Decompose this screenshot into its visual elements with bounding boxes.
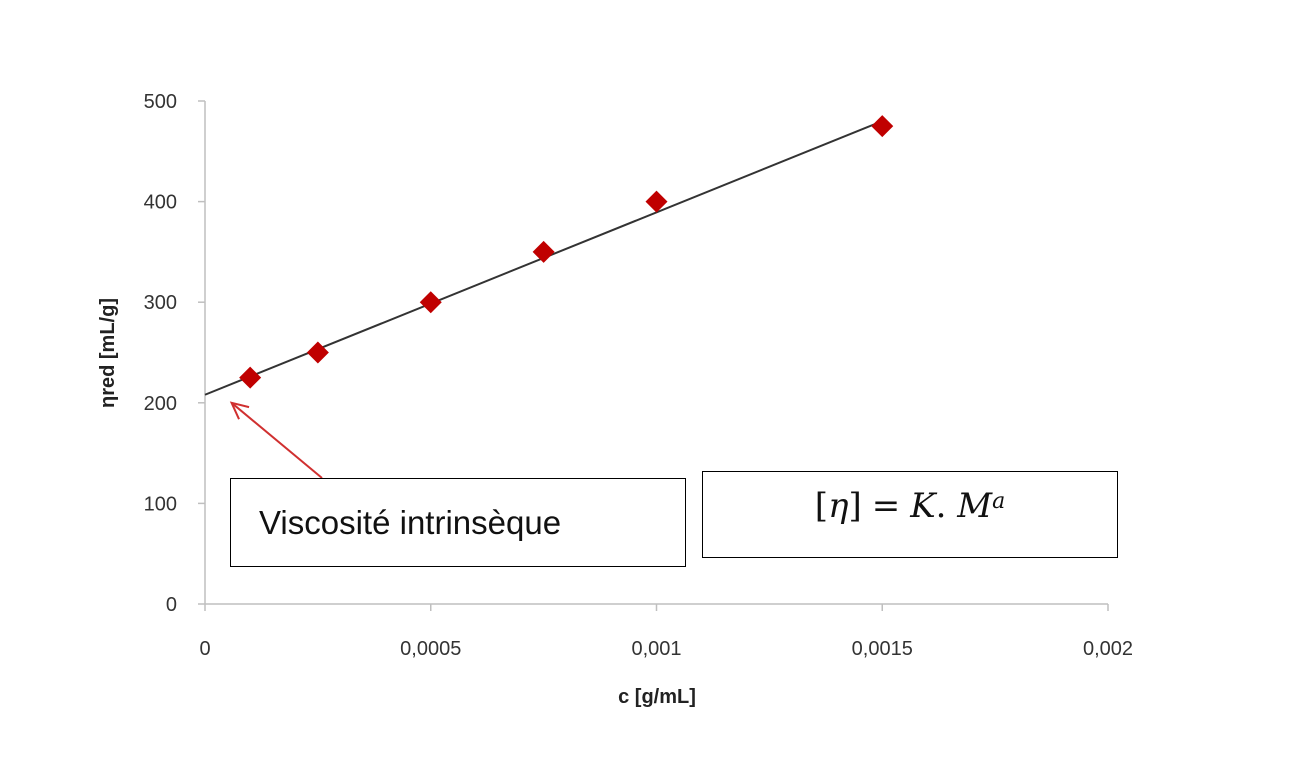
x-tick-label: 0,002 [1083,638,1133,660]
y-axis-title: ηred [mL/g] [97,298,119,408]
formula-equals: = [871,485,901,526]
x-tick-label: 0,0015 [852,638,913,660]
tick-labels: 0 100 200 300 400 500 0 0,0005 0,001 0,0015 0,002 [144,91,1133,660]
formula-m: M [957,485,993,526]
data-point [532,240,555,263]
annotation-arrow-head [229,401,250,420]
y-tick-label: 400 [144,192,177,214]
annotation-arrow-layer [229,401,323,479]
y-tick-label: 300 [144,292,177,314]
data-points [239,115,894,389]
x-tick-label: 0,0005 [400,638,461,660]
annotation-arrow-line [230,402,323,479]
formula-eta: η [828,485,849,526]
x-tick-label: 0,001 [631,638,681,660]
data-point [419,291,442,314]
data-point [645,190,668,213]
formula-k: K [910,485,936,526]
y-tick-label: 0 [166,594,177,616]
viscosite-annotation-label: Viscosité intrinsèque [259,503,562,541]
x-axis-title: c [g/mL] [618,686,696,708]
data-point [239,366,262,389]
formula-lhs-open: [ [814,485,829,526]
formula-lhs-close: ] [848,485,862,526]
data-point [306,341,329,364]
y-tick-label: 100 [144,493,177,515]
viscosite-annotation-box: Viscosité intrinsèque [230,478,686,567]
data-point [871,115,894,138]
y-tick-label: 500 [144,91,177,113]
formula-exponent: a [992,489,1006,514]
y-tick-label: 200 [144,393,177,415]
x-tick-label: 0 [199,638,210,660]
formula-dot: . [935,485,947,526]
axes [198,100,1109,611]
